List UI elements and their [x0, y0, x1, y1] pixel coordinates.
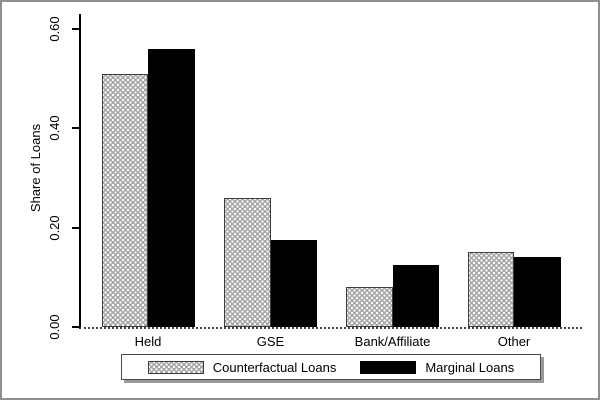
bar-other-counterfactual-loans [467, 252, 514, 327]
y-axis-tick-label: 0.20 [47, 214, 62, 241]
legend-label-marginal-loans: Marginal Loans [425, 359, 515, 375]
y-axis-tick [72, 27, 79, 30]
y-axis-tick [72, 127, 79, 130]
bar-other-marginal-loans [514, 257, 561, 327]
legend: Counterfactual Loans Marginal Loans [121, 354, 541, 380]
bar-bank-affiliate-counterfactual-loans [346, 287, 393, 327]
x-category-label-gse: GSE [256, 334, 285, 349]
legend-label-counterfactual-loans: Counterfactual Loans [212, 359, 337, 375]
y-axis-tick-label: 0.00 [47, 314, 62, 340]
y-axis-tick-label: 0.40 [47, 115, 62, 141]
bar-gse-marginal-loans [270, 240, 317, 327]
y-axis-tick [72, 326, 79, 328]
bar-held-counterfactual-loans [101, 73, 148, 327]
x-category-label-bank-affiliate: Bank/Affiliate [354, 334, 431, 349]
y-axis-tick-label: 0.60 [47, 16, 62, 42]
y-axis-title: Share of Loans [28, 123, 43, 213]
y-axis-tick [72, 226, 79, 229]
legend-swatch-counterfactual-loans [147, 360, 204, 374]
x-category-label-held: Held [134, 334, 162, 349]
x-category-label-other: Other [497, 334, 531, 349]
legend-swatch-marginal-loans [360, 360, 417, 374]
bar-held-marginal-loans [148, 48, 195, 327]
bar-bank-affiliate-marginal-loans [392, 264, 439, 327]
plot-area: 0.00 0.20 0.40 0.60 Held GSE Bank/Affiliate Oth… [47, 14, 582, 349]
bar-gse-counterfactual-loans [224, 197, 271, 327]
